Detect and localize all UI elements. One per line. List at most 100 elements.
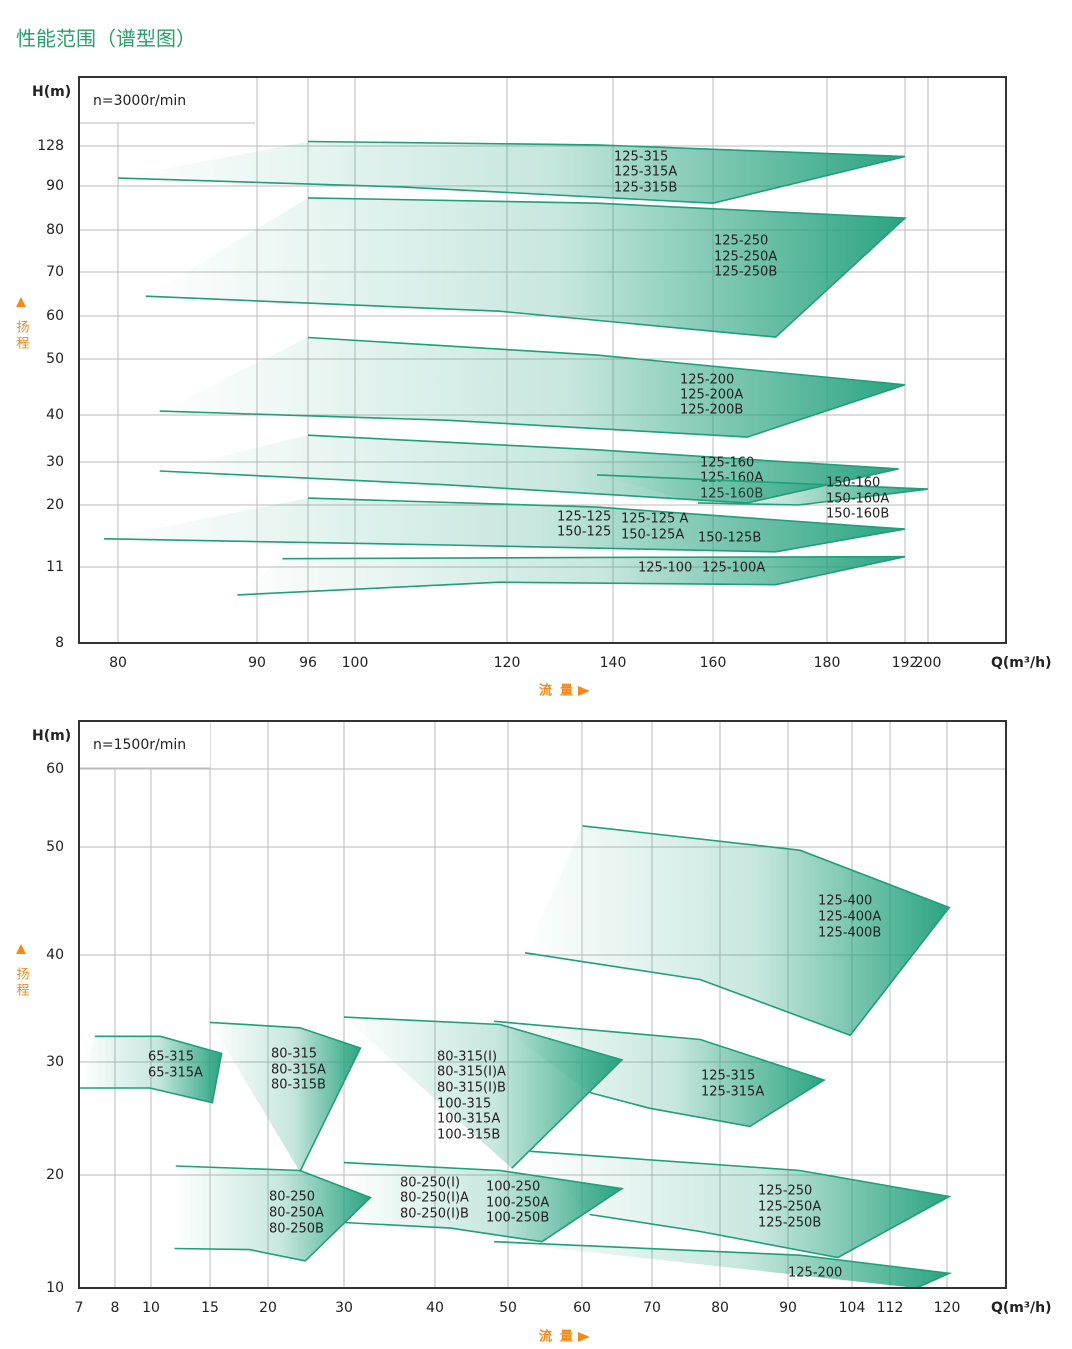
performance-region [494, 1020, 826, 1128]
region-label: 125-400B [818, 926, 881, 941]
region-label: 80-250(I) [400, 1176, 460, 1191]
y-tick-label: 128 [37, 138, 64, 154]
x-tick-label: 100 [342, 655, 369, 671]
region-label: 80-315 [271, 1047, 317, 1062]
region-label: 125-200 [680, 373, 734, 388]
y-tick-label: 11 [46, 559, 64, 575]
region-label: 100-250 [486, 1180, 540, 1195]
y-tick-label: 40 [46, 947, 64, 963]
x-tick-label: 90 [248, 655, 266, 671]
x-tick-label: 104 [839, 1300, 866, 1316]
region-label: 100-315 [437, 1097, 491, 1112]
performance-region [104, 497, 906, 553]
region-label: 125-315A [614, 165, 677, 180]
performance-region [524, 825, 951, 1037]
region-label: 80-250A [269, 1206, 324, 1221]
speed-box [80, 722, 210, 768]
region-label: 125-200 [788, 1266, 842, 1281]
x-tick-label: 200 [915, 655, 942, 671]
performance-region [494, 1240, 953, 1289]
region-label: 80-315(I)B [437, 1081, 506, 1096]
performance-region [530, 1150, 952, 1259]
y-tick-label: 30 [46, 454, 64, 470]
performance-region [597, 474, 929, 506]
performance-region [209, 1021, 362, 1172]
y-tick-label: 90 [46, 178, 64, 194]
region-label: 150-125 [557, 525, 611, 540]
y-tick-label: 50 [46, 839, 64, 855]
x-tick-label: 112 [877, 1300, 904, 1316]
x-tick-label: 80 [711, 1300, 729, 1316]
speed-label: n=3000r/min [93, 93, 186, 109]
region-label: 80-315A [271, 1063, 326, 1078]
region-label: 125-315B [614, 181, 677, 196]
region-label: 125-160 [700, 456, 754, 471]
x-arrow [578, 1332, 590, 1342]
performance-region [343, 1161, 625, 1243]
page-title: 性能范围（谱型图） [16, 27, 196, 51]
x-tick-label: 120 [934, 1300, 961, 1316]
region-label: 150-160A [826, 492, 889, 507]
y-tick-label: 60 [46, 761, 64, 777]
region-label: 100-315B [437, 1128, 500, 1143]
region-label: 125-315 [614, 150, 668, 165]
region-label: 65-315 [148, 1050, 194, 1065]
y-tick-label: 30 [46, 1054, 64, 1070]
region-label: 100-315A [437, 1112, 500, 1127]
x-tick-label: 10 [142, 1300, 160, 1316]
plot-border [78, 720, 1007, 1289]
region-label: 80-250 [269, 1190, 315, 1205]
performance-region [145, 197, 907, 338]
y-tick-label: 10 [46, 1280, 64, 1296]
y-axis-unit: H(m) [32, 84, 71, 100]
y-tick-label: 40 [46, 407, 64, 423]
x-tick-label: 70 [643, 1300, 661, 1316]
region-label: 125-400 [818, 894, 872, 909]
region-label: 125-250A [758, 1200, 821, 1215]
region-label: 125-100A [702, 561, 765, 576]
x-tick-label: 40 [426, 1300, 444, 1316]
region-label: 65-315A [148, 1066, 203, 1081]
x-arrow [578, 686, 590, 696]
region-label: 80-315(I) [437, 1050, 497, 1065]
region-label: 125-250B [714, 265, 777, 280]
x-tick-label: 180 [814, 655, 841, 671]
x-tick-label: 192 [892, 655, 919, 671]
x-axis-unit: Q(m³/h) [991, 655, 1052, 671]
y-axis-unit: H(m) [32, 728, 71, 744]
x-tick-label: 30 [335, 1300, 353, 1316]
region-label: 80-315(I)A [437, 1065, 506, 1080]
x-tick-label: 140 [600, 655, 627, 671]
y-arrow [16, 297, 26, 307]
region-label: 100-250B [486, 1211, 549, 1226]
performance-region [174, 1165, 372, 1262]
performance-region [117, 140, 906, 205]
region-label: 150-160B [826, 507, 889, 522]
x-axis-name: 流量 [539, 683, 581, 699]
y-axis-name: 扬程 [14, 320, 30, 352]
x-tick-label: 160 [700, 655, 727, 671]
region-label: 125-200B [680, 403, 743, 418]
performance-region [237, 555, 906, 596]
x-tick-label: 50 [499, 1300, 517, 1316]
x-axis-unit: Q(m³/h) [991, 1300, 1052, 1316]
speed-box [80, 78, 255, 123]
region-label: 125-250 [714, 234, 768, 249]
y-tick-label: 50 [46, 351, 64, 367]
speed-label: n=1500r/min [93, 737, 186, 753]
region-label: 125-315 [701, 1069, 755, 1084]
x-tick-label: 8 [111, 1300, 120, 1316]
x-tick-label: 80 [109, 655, 127, 671]
region-label: 125-125 [557, 510, 611, 525]
region-label: 80-250(I)A [400, 1191, 469, 1206]
region-label: 80-250B [269, 1222, 324, 1237]
region-label: 125-125 A [621, 512, 688, 527]
region-label: 150-125A [621, 528, 684, 543]
y-arrow [16, 944, 26, 954]
region-label: 150-125B [698, 531, 761, 546]
y-tick-label: 70 [46, 264, 64, 280]
y-tick-label: 80 [46, 222, 64, 238]
x-tick-label: 7 [75, 1300, 84, 1316]
region-label: 100-250A [486, 1196, 549, 1211]
x-tick-label: 90 [779, 1300, 797, 1316]
